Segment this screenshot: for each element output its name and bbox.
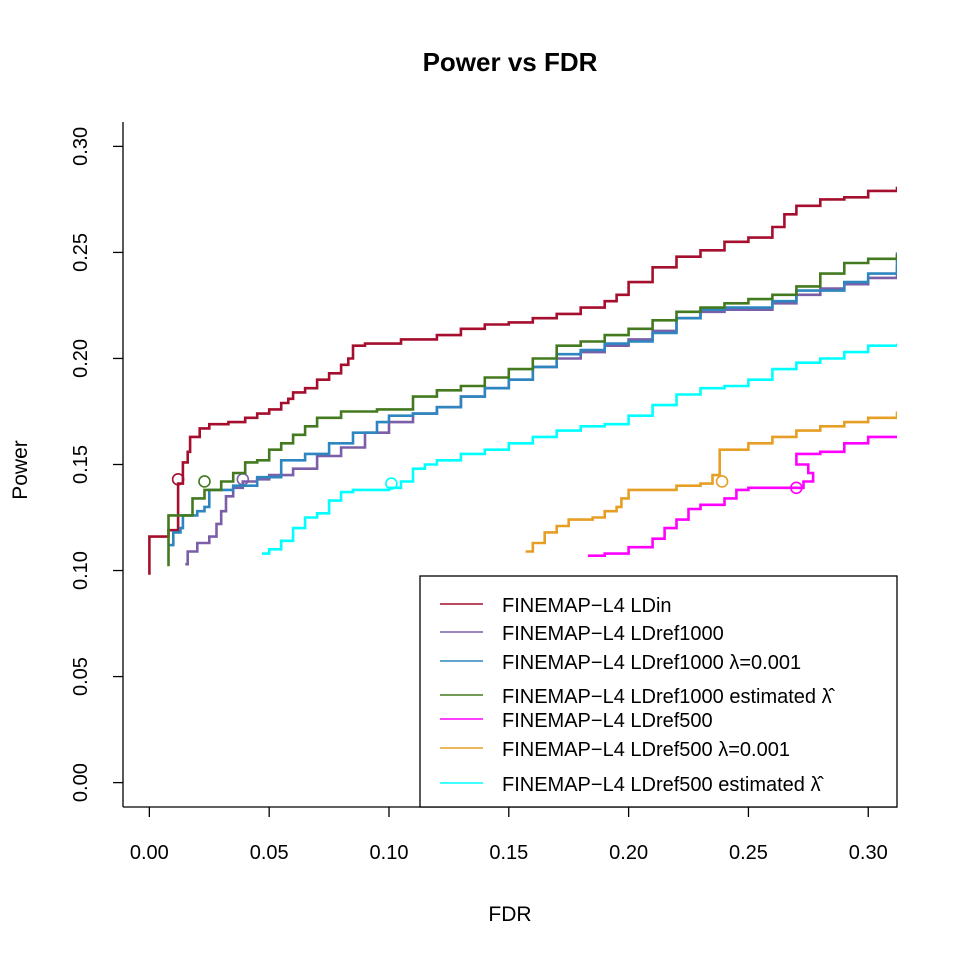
legend-label-2: FINEMAP−L4 LDref1000 xyxy=(502,623,724,645)
x-axis-label: FDR xyxy=(488,903,531,926)
series-marker-6 xyxy=(715,475,729,488)
y-tick-label: 0.20 xyxy=(70,339,92,378)
y-tick-label: 0.10 xyxy=(70,551,92,590)
x-tick-label: 0.20 xyxy=(609,842,648,864)
legend-label-7: FINEMAP−L4 LDref500 estimated λ̂ xyxy=(502,774,824,796)
series-line-2 xyxy=(185,265,897,566)
y-tick-label: 0.30 xyxy=(70,127,92,166)
x-tick-label: 0.30 xyxy=(849,842,888,864)
x-tick-label: 0.00 xyxy=(130,842,169,864)
x-tick-label: 0.25 xyxy=(729,842,768,864)
legend-box xyxy=(419,575,898,808)
series-line-1 xyxy=(148,186,897,575)
series-line-6 xyxy=(525,411,897,553)
x-tick-label: 0.10 xyxy=(370,842,409,864)
legend-label-4: FINEMAP−L4 LDref1000 estimated λ̂ xyxy=(502,686,836,708)
x-tick-label: 0.15 xyxy=(489,842,528,864)
series-line-5 xyxy=(587,435,897,557)
legend-label-1: FINEMAP−L4 LDin xyxy=(502,595,672,617)
series-marker-7 xyxy=(385,477,398,490)
y-tick-label: 0.05 xyxy=(70,657,92,696)
series-line-4 xyxy=(167,254,897,567)
legend-label-6: FINEMAP−L4 LDref500 λ=0.001 xyxy=(502,739,790,761)
series-marker-5 xyxy=(790,481,803,495)
series-line-7 xyxy=(262,343,897,555)
axes: 0.00 0.05 0.10 0.15 0.20 0.25 0.30 0.00 0.05 0.10… xyxy=(70,122,897,864)
y-tick-label: 0.00 xyxy=(70,763,92,802)
y-tick-label: 0.25 xyxy=(70,233,92,272)
series-line-3 xyxy=(168,252,897,547)
y-axis-label: Power xyxy=(9,440,32,500)
legend: FINEMAP−L4 LDin FINEMAP−L4 LDref1000 FINEM… xyxy=(419,575,898,808)
legend-label-5: FINEMAP−L4 LDref500 xyxy=(502,710,713,732)
series-marker-1 xyxy=(171,473,185,486)
series-marker-4 xyxy=(198,475,211,488)
legend-label-3: FINEMAP−L4 LDref1000 λ=0.001 xyxy=(502,652,801,674)
plot-area xyxy=(148,186,897,575)
x-tick-label: 0.05 xyxy=(250,842,289,864)
chart-title: Power vs FDR xyxy=(423,47,598,77)
y-tick-label: 0.15 xyxy=(70,445,92,484)
